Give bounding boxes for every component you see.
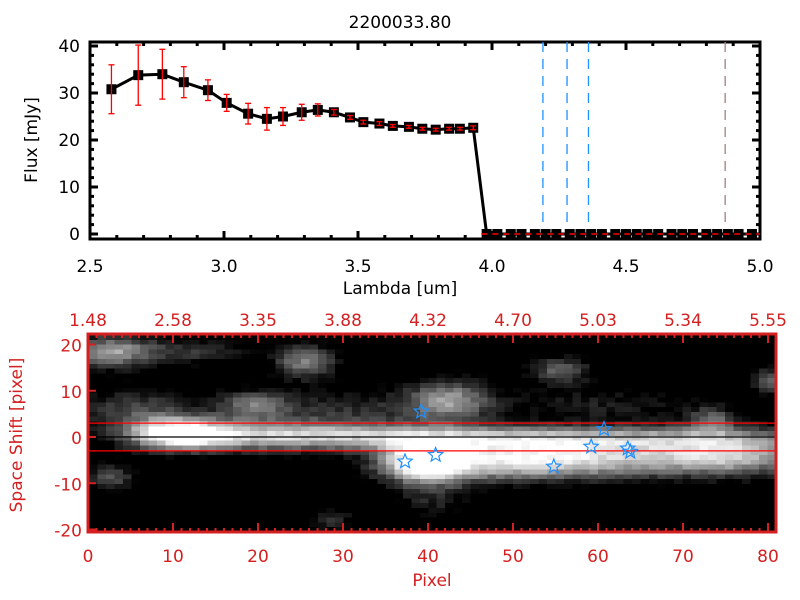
x-tick-label: 4.0 <box>478 257 505 277</box>
x-tick-label: 50 <box>502 547 524 567</box>
y-tick-label: -10 <box>54 475 82 495</box>
error-bar <box>376 121 383 127</box>
y-tick-label: 10 <box>58 178 80 198</box>
x-tick-label: 2.5 <box>76 257 103 277</box>
x-axis-label: Lambda [um] <box>343 279 457 299</box>
error-bar <box>456 126 463 131</box>
y-tick-label: 40 <box>58 37 80 57</box>
error-bar <box>108 64 115 115</box>
y-tick-label: -20 <box>54 522 82 542</box>
error-bar <box>263 106 270 131</box>
top-axis-wavelength-label: 4.70 <box>494 311 532 331</box>
spectrum-2d-image <box>89 335 776 532</box>
y-tick-label: 0 <box>69 225 80 245</box>
error-bar <box>279 106 286 127</box>
error-bar <box>360 119 367 125</box>
x-tick-label: 3.5 <box>344 257 371 277</box>
error-bar <box>419 126 426 131</box>
error-bar <box>314 103 321 117</box>
top-axis-wavelength-label: 3.88 <box>324 311 362 331</box>
y-tick-label: 30 <box>58 84 80 104</box>
top-axis-wavelength-label: 5.34 <box>664 311 702 331</box>
star-marker <box>621 442 639 460</box>
image-frame <box>86 332 778 534</box>
flux-line <box>110 72 752 236</box>
x-tick-label: 70 <box>672 547 694 567</box>
chart-title: 2200033.80 <box>349 13 452 33</box>
error-bar <box>245 102 252 125</box>
star-marker <box>545 457 563 475</box>
error-bar <box>389 123 396 128</box>
error-bar <box>432 127 439 132</box>
data-point <box>746 229 757 239</box>
error-bar <box>159 48 166 100</box>
top-axis-wavelength-label: 5.55 <box>749 311 787 331</box>
error-bar <box>346 114 353 120</box>
star-marker <box>595 419 613 437</box>
y-axis-label: Space Shift [pixel] <box>7 358 27 513</box>
error-bar <box>405 124 412 129</box>
x-tick-label: 20 <box>247 547 269 567</box>
x-tick-label: 5.0 <box>746 257 773 277</box>
star-marker <box>619 439 637 456</box>
top-axis-wavelength-label: 4.32 <box>409 311 447 331</box>
x-tick-label: 4.5 <box>612 257 639 277</box>
y-tick-label: 10 <box>60 383 82 403</box>
data-point <box>596 229 607 239</box>
error-bar <box>204 79 211 102</box>
x-tick-label: 80 <box>757 547 779 567</box>
plot-frame <box>88 40 762 241</box>
x-tick-label: 0 <box>83 547 94 567</box>
top-axis-wavelength-label: 5.03 <box>579 311 617 331</box>
y-tick-label: 20 <box>58 131 80 151</box>
error-bar <box>470 125 477 131</box>
star-marker <box>426 445 445 463</box>
star-marker <box>582 437 600 455</box>
top-axis-wavelength-label: 3.35 <box>239 311 277 331</box>
data-point <box>516 229 527 239</box>
y-tick-label: 20 <box>60 337 82 357</box>
x-tick-label: 40 <box>417 547 439 567</box>
error-bar <box>135 44 142 106</box>
top-axis-wavelength-label: 1.48 <box>69 311 107 331</box>
x-tick-label: 60 <box>587 547 609 567</box>
x-axis-label: Pixel <box>412 571 451 591</box>
top-axis-wavelength-label: 2.58 <box>154 311 192 331</box>
star-marker <box>412 402 430 419</box>
x-tick-label: 10 <box>162 547 184 567</box>
data-point <box>586 229 597 239</box>
error-bar <box>223 93 230 112</box>
x-tick-label: 3.0 <box>210 257 237 277</box>
error-bar <box>330 108 337 116</box>
data-point <box>551 229 562 239</box>
error-bar <box>298 103 305 121</box>
error-bar <box>446 126 453 131</box>
y-tick-label: 0 <box>71 429 82 449</box>
data-point <box>540 229 551 239</box>
y-axis-label: Flux [mJy] <box>22 97 42 183</box>
data-point <box>529 229 540 239</box>
error-bar <box>180 66 187 99</box>
x-tick-label: 30 <box>332 547 354 567</box>
data-point <box>505 229 516 239</box>
star-marker <box>396 452 414 469</box>
